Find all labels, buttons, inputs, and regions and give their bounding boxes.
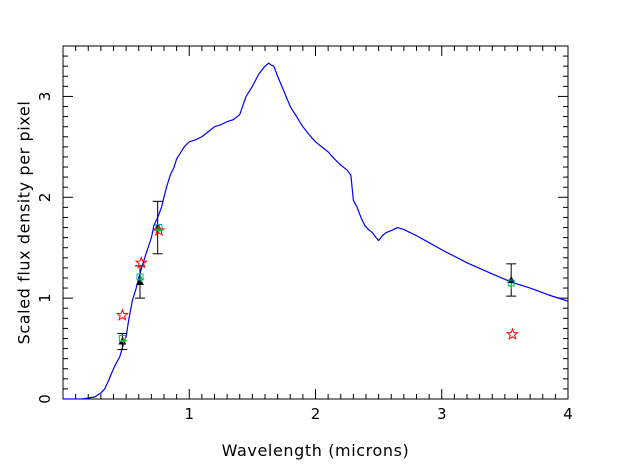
data-point-triangle (136, 278, 145, 286)
x-tick-label: 1 (184, 405, 194, 423)
data-point-star (505, 327, 520, 341)
data-point-star (152, 223, 166, 237)
axis-ticks (62, 45, 569, 400)
tick-labels: 1 2 3 4 0 1 2 3 (36, 92, 573, 423)
x-tick-label: 2 (311, 405, 321, 423)
plot-frame (62, 45, 569, 400)
y-tick-label: 1 (36, 293, 54, 303)
data-point-square (136, 273, 144, 281)
plot-area (63, 62, 568, 399)
x-axis-label: Wavelength (microns) (222, 441, 410, 460)
y-axis-label: Scaled flux density per pixel (15, 101, 34, 345)
spectrum-line (63, 62, 568, 399)
data-point-star (134, 255, 148, 269)
y-tick-label: 3 (36, 92, 54, 102)
data-point-star (115, 308, 129, 321)
x-tick-label: 4 (563, 405, 573, 423)
y-tick-label: 2 (36, 193, 54, 203)
data-point-square (118, 334, 126, 342)
data-point-triangle (507, 275, 516, 283)
plot-border (62, 45, 569, 400)
x-tick-label: 3 (437, 405, 447, 423)
y-tick-label: 0 (36, 394, 54, 404)
